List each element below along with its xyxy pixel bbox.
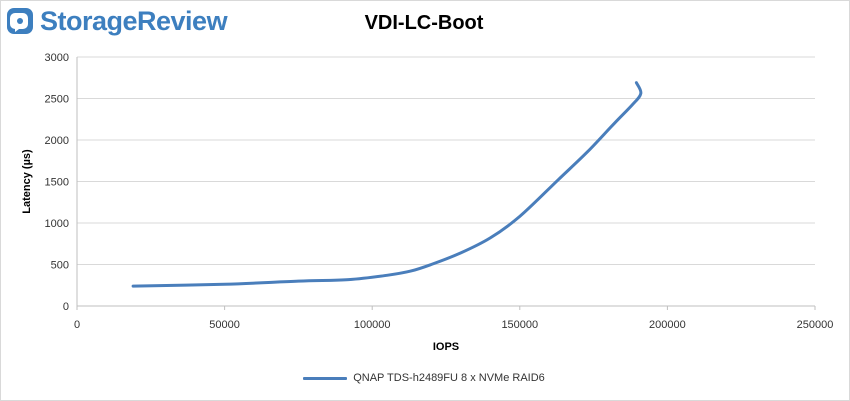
x-tick-labels: 0 50000 100000 150000 200000 250000 bbox=[74, 319, 833, 331]
x-tick-label: 0 bbox=[74, 319, 80, 331]
y-tick-label: 2500 bbox=[45, 94, 69, 106]
x-tick-label: 150000 bbox=[501, 319, 538, 331]
x-tick-label: 200000 bbox=[649, 319, 686, 331]
x-tick-label: 250000 bbox=[797, 319, 834, 331]
y-tick-label: 3000 bbox=[45, 52, 69, 64]
storagereview-logo-icon bbox=[7, 8, 33, 34]
x-axis-title: IOPS bbox=[433, 341, 459, 353]
legend: QNAP TDS-h2489FU 8 x NVMe RAID6 bbox=[0, 372, 848, 384]
series-line bbox=[131, 81, 643, 288]
series-group bbox=[131, 81, 643, 288]
chart-title: VDI-LC-Boot bbox=[364, 12, 484, 34]
brand-name: StorageReview bbox=[40, 5, 228, 36]
gridlines bbox=[77, 56, 815, 265]
y-tick-label: 1500 bbox=[45, 177, 69, 189]
legend-swatch bbox=[303, 376, 348, 380]
axes bbox=[76, 57, 816, 310]
x-tick-label: 100000 bbox=[354, 319, 391, 331]
y-tick-label: 2000 bbox=[45, 135, 69, 147]
y-tick-label: 500 bbox=[51, 260, 69, 272]
legend-label: QNAP TDS-h2489FU 8 x NVMe RAID6 bbox=[353, 372, 545, 384]
y-tick-label: 0 bbox=[63, 301, 69, 313]
y-axis-title: Latency (µs) bbox=[21, 149, 33, 214]
y-tick-label: 1000 bbox=[45, 218, 69, 230]
x-tick-label: 50000 bbox=[209, 319, 240, 331]
storagereview-logo: StorageReview bbox=[6, 4, 228, 38]
y-tick-labels: 0 500 1000 1500 2000 2500 3000 bbox=[45, 52, 69, 313]
